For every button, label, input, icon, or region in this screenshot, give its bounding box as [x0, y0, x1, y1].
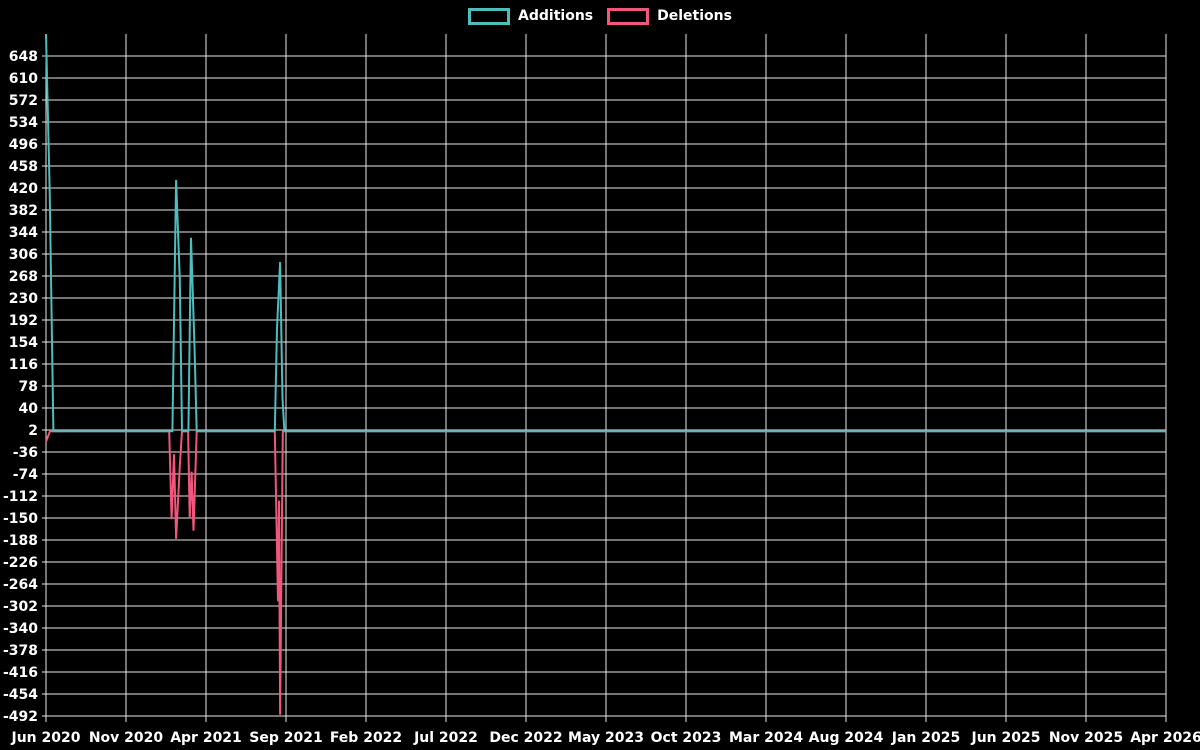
additions-legend-label: Additions	[518, 8, 594, 24]
y-tick-label: 382	[9, 203, 38, 219]
y-tick-label: -150	[3, 511, 38, 527]
y-tick-label: 2	[28, 423, 38, 439]
x-tick-label: Mar 2024	[729, 730, 803, 746]
y-axis-tick-labels: 648 610 572 534 496 458 420 382 344 306 268 230 192 1…	[3, 49, 38, 725]
x-tick-label: Aug 2024	[809, 730, 884, 746]
horizontal-gridlines	[42, 55, 1166, 717]
x-tick-label: Feb 2022	[330, 730, 402, 746]
y-tick-label: -188	[3, 533, 38, 549]
y-tick-label: -340	[3, 621, 38, 637]
deletions-line	[45, 430, 1166, 715]
y-tick-label: 268	[9, 269, 38, 285]
y-tick-label: 610	[9, 71, 38, 87]
y-tick-label: -492	[3, 709, 38, 725]
y-tick-label: 78	[19, 379, 38, 395]
x-tick-label: Apr 2021	[170, 730, 242, 746]
x-tick-label: Jun 2020	[11, 730, 81, 746]
x-tick-label: Nov 2025	[1049, 730, 1123, 746]
y-tick-label: 344	[9, 225, 38, 241]
vertical-gridlines	[45, 34, 1167, 722]
x-tick-label: Dec 2022	[489, 730, 562, 746]
legend-item-deletions[interactable]: Deletions	[607, 8, 732, 25]
y-tick-label: 496	[9, 137, 38, 153]
deletions-swatch-icon	[607, 8, 650, 25]
deletions-legend-label: Deletions	[657, 8, 732, 24]
y-tick-label: 116	[9, 357, 38, 373]
y-tick-label: 648	[9, 49, 38, 65]
y-tick-label: -112	[3, 489, 38, 505]
legend-item-additions[interactable]: Additions	[468, 8, 593, 25]
y-tick-label: -74	[13, 467, 39, 483]
y-tick-label: 572	[9, 93, 38, 109]
y-tick-label: -416	[3, 665, 38, 681]
y-tick-label: -302	[3, 599, 38, 615]
x-tick-label: Jun 2025	[971, 730, 1041, 746]
y-tick-label: -378	[3, 643, 38, 659]
x-axis-tick-labels: Jun 2020 Nov 2020 Apr 2021 Sep 2021 Feb 2022…	[11, 730, 1200, 746]
x-tick-label: Nov 2020	[89, 730, 164, 746]
x-tick-label: Jan 2025	[891, 730, 960, 746]
y-tick-label: 192	[9, 313, 38, 329]
y-tick-label: 534	[9, 115, 38, 131]
y-tick-label: -264	[3, 577, 38, 593]
chart-legend: Additions Deletions	[0, 8, 1200, 25]
additions-line	[45, 33, 1166, 433]
x-tick-label: Jul 2022	[413, 730, 478, 746]
additions-swatch-icon	[468, 8, 511, 25]
x-tick-label: Apr 2026	[1130, 730, 1200, 746]
y-tick-label: 306	[9, 247, 38, 263]
x-tick-label: May 2023	[568, 730, 644, 746]
y-tick-label: -226	[3, 555, 38, 571]
y-tick-label: 458	[9, 159, 38, 175]
x-tick-label: Sep 2021	[249, 730, 322, 746]
y-tick-label: 40	[19, 401, 39, 417]
y-tick-label: 154	[9, 335, 38, 351]
y-tick-label: -454	[3, 687, 38, 703]
y-tick-label: -36	[13, 445, 38, 461]
y-tick-label: 420	[9, 181, 38, 197]
y-tick-label: 230	[9, 291, 38, 307]
x-tick-label: Oct 2023	[651, 730, 722, 746]
